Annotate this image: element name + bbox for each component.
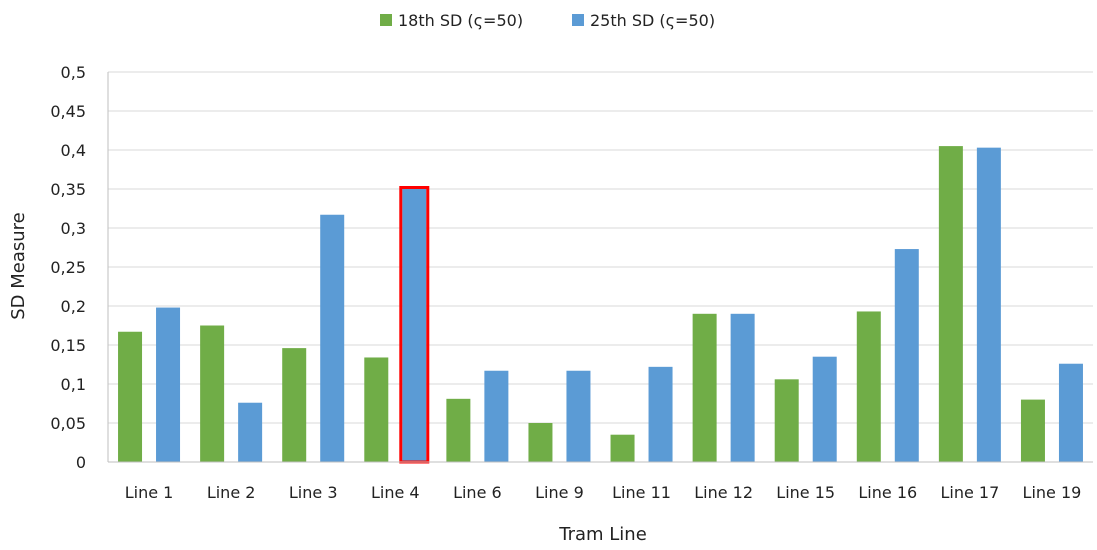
y-tick-label: 0,2 — [61, 297, 86, 316]
bar — [775, 379, 799, 462]
legend-label: 18th SD (ς=50) — [398, 11, 523, 30]
bar — [200, 326, 224, 463]
bar — [693, 314, 717, 462]
x-tick-label: Line 2 — [207, 483, 256, 502]
bar — [238, 403, 262, 462]
bar — [611, 435, 635, 462]
bar — [446, 399, 470, 462]
x-tick-label: Line 19 — [1023, 483, 1082, 502]
x-tick-label: Line 12 — [694, 483, 753, 502]
y-tick-label: 0,35 — [50, 180, 86, 199]
y-tick-label: 0,4 — [61, 141, 86, 160]
legend: 18th SD (ς=50) 25th SD (ς=50) — [380, 11, 715, 30]
x-tick-label: Line 17 — [940, 483, 999, 502]
bar — [895, 249, 919, 462]
bars — [118, 146, 1083, 462]
y-tick-label: 0,45 — [50, 102, 86, 121]
bar — [320, 215, 344, 462]
x-tick-label: Line 4 — [371, 483, 420, 502]
legend-swatch — [380, 14, 392, 26]
y-axis-title: SD Measure — [8, 212, 29, 320]
x-tick-label: Line 15 — [776, 483, 835, 502]
x-tick-label: Line 9 — [535, 483, 584, 502]
bar — [939, 146, 963, 462]
y-tick-label: 0,5 — [61, 63, 86, 82]
bar — [484, 371, 508, 462]
bar — [156, 308, 180, 462]
bar — [364, 357, 388, 462]
bar — [1021, 400, 1045, 462]
bar — [1059, 364, 1083, 462]
x-axis-title: Tram Line — [558, 524, 647, 545]
y-tick-label: 0,15 — [50, 336, 86, 355]
bar — [118, 332, 142, 462]
x-tick-label: Line 16 — [858, 483, 917, 502]
bar — [528, 423, 552, 462]
x-tick-label: Line 11 — [612, 483, 671, 502]
y-tick-label: 0 — [76, 453, 86, 472]
bar — [813, 357, 837, 462]
bar — [649, 367, 673, 462]
y-tick-label: 0,25 — [50, 258, 86, 277]
x-tick-label: Line 6 — [453, 483, 502, 502]
legend-swatch — [572, 14, 584, 26]
y-tick-label: 0,3 — [61, 219, 86, 238]
bar — [402, 189, 426, 462]
bar — [731, 314, 755, 462]
x-tick-label: Line 1 — [125, 483, 174, 502]
bar — [282, 348, 306, 462]
y-tick-label: 0,05 — [50, 414, 86, 433]
bar — [977, 148, 1001, 462]
bar — [566, 371, 590, 462]
y-tick-label: 0,1 — [61, 375, 86, 394]
bar — [857, 311, 881, 462]
x-tick-label: Line 3 — [289, 483, 338, 502]
legend-label: 25th SD (ς=50) — [590, 11, 715, 30]
